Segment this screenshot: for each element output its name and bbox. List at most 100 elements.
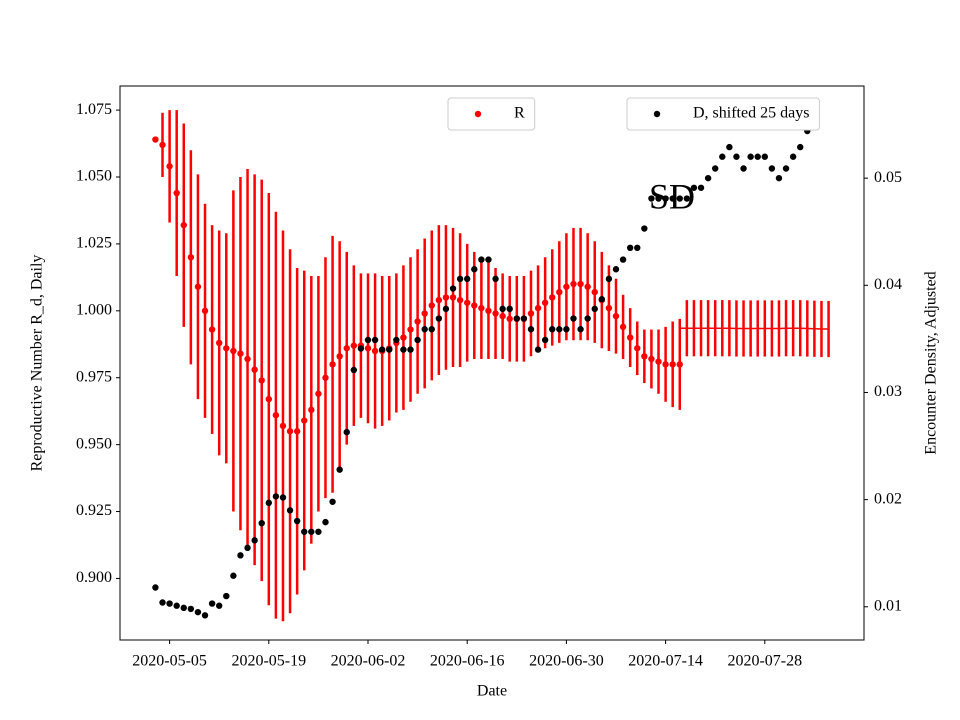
point <box>364 336 372 344</box>
point <box>343 345 350 352</box>
point <box>704 174 712 182</box>
point <box>223 345 230 352</box>
point <box>747 153 754 160</box>
point <box>442 294 450 301</box>
point <box>301 528 308 535</box>
point <box>293 517 301 525</box>
point <box>414 318 421 325</box>
point <box>364 345 372 352</box>
point <box>421 326 428 333</box>
point <box>549 294 556 301</box>
point <box>506 315 513 323</box>
legend-label: D, shifted 25 days <box>693 105 809 122</box>
point <box>180 604 187 612</box>
x-tick-label: 2020-07-28 <box>727 653 802 670</box>
point <box>336 466 343 473</box>
point <box>456 275 464 283</box>
point <box>655 195 662 202</box>
point <box>159 141 166 149</box>
point <box>251 366 258 373</box>
point <box>478 304 485 312</box>
legend-label: R <box>514 105 525 122</box>
point <box>357 345 365 352</box>
point <box>662 361 669 368</box>
legend-marker <box>653 110 661 118</box>
point <box>676 195 683 202</box>
point <box>527 326 535 333</box>
point <box>272 411 280 419</box>
point <box>782 165 790 172</box>
point <box>329 498 336 505</box>
point <box>584 283 591 290</box>
point <box>449 285 457 292</box>
plot-frame <box>119 85 865 641</box>
point <box>619 256 627 263</box>
point <box>556 326 563 333</box>
x-tick-label: 2020-06-30 <box>529 653 604 670</box>
y-tick-label: 0.900 <box>76 569 112 586</box>
point <box>761 153 768 160</box>
point <box>570 280 577 288</box>
point <box>499 312 506 320</box>
y-tick-label: 1.075 <box>76 101 112 118</box>
point <box>166 163 173 170</box>
point <box>619 323 627 331</box>
point <box>605 304 613 312</box>
line <box>679 327 829 330</box>
x-tick-label: 2020-05-19 <box>231 653 306 670</box>
point <box>201 612 209 619</box>
point <box>208 600 216 607</box>
point <box>634 244 641 252</box>
point <box>279 494 287 501</box>
point <box>740 165 747 172</box>
point <box>775 174 783 182</box>
point <box>485 256 492 263</box>
point <box>690 184 698 191</box>
y-tick-label: 1.050 <box>76 168 112 185</box>
point <box>563 283 570 290</box>
point <box>180 221 187 229</box>
point <box>286 507 294 514</box>
y-tick-label: 0.950 <box>76 435 112 452</box>
point <box>669 361 676 368</box>
point <box>308 528 315 535</box>
point <box>641 225 648 232</box>
point <box>371 336 379 344</box>
point <box>527 310 535 317</box>
point <box>421 310 428 317</box>
point <box>414 336 421 344</box>
point <box>442 305 450 313</box>
point <box>187 605 195 613</box>
point <box>336 353 343 360</box>
point <box>577 326 584 333</box>
point <box>648 355 655 363</box>
point <box>464 299 471 306</box>
x-tick-label: 2020-06-02 <box>331 653 406 670</box>
point <box>159 599 166 606</box>
point <box>258 377 265 384</box>
point <box>478 256 485 263</box>
point <box>570 315 577 322</box>
point <box>662 195 669 202</box>
point <box>541 336 549 344</box>
point <box>201 307 209 315</box>
y2-tick-label: 0.05 <box>874 169 902 186</box>
point <box>315 390 322 397</box>
point <box>152 584 159 591</box>
point <box>350 366 358 374</box>
point <box>485 307 492 315</box>
point <box>237 350 244 357</box>
point <box>634 345 641 352</box>
point <box>506 305 513 313</box>
point <box>166 600 173 607</box>
point <box>237 552 244 559</box>
point <box>492 310 499 317</box>
point <box>669 195 676 202</box>
point <box>534 346 542 353</box>
point <box>187 254 195 261</box>
point <box>456 296 464 304</box>
point <box>173 189 180 197</box>
point <box>428 302 435 309</box>
point <box>223 592 230 600</box>
point <box>584 315 591 322</box>
